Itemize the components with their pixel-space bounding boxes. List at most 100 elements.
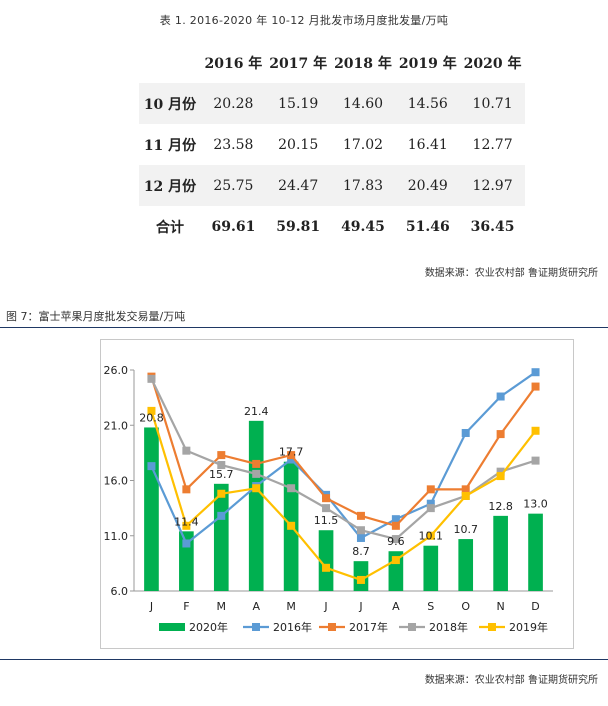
series-marker-2019年	[252, 484, 261, 493]
table-cell: 20.28	[213, 95, 254, 112]
legend-swatch-marker	[328, 623, 336, 631]
table-cell: 69.61	[211, 218, 256, 235]
row-label: 10 月份	[143, 96, 197, 113]
table-cell: 15.19	[278, 95, 319, 112]
legend-label: 2018年	[429, 620, 468, 634]
table-row: 11 月份 23.58 20.15 17.02 16.41 12.77	[139, 124, 525, 165]
table-cell: 36.45	[470, 218, 515, 235]
table-header-2017: 2017 年	[269, 55, 328, 72]
x-tick-label: M	[286, 600, 296, 613]
table-row: 10 月份 20.28 15.19 14.60 14.56 10.71	[139, 83, 525, 124]
table-cell: 12.97	[472, 177, 513, 194]
x-tick-label: N	[497, 600, 505, 613]
series-marker-2018年	[217, 461, 226, 470]
bar-2020	[213, 483, 229, 591]
table-cell: 17.83	[342, 177, 384, 194]
series-line-2016年	[150, 371, 537, 546]
x-tick-label: J	[358, 600, 362, 613]
legend-swatch-marker	[252, 623, 260, 631]
series-marker-2019年	[287, 521, 296, 530]
series-marker-2018年	[322, 504, 331, 513]
table-cell: 24.47	[278, 177, 319, 194]
table-source-note: 数据来源：农业农村部 鲁证期货研究所	[424, 268, 598, 279]
series-marker-2018年	[182, 446, 191, 455]
x-tick-label: D	[531, 600, 539, 613]
series-marker-2016年	[426, 499, 435, 508]
table-caption: 表 1. 2016-2020 年 10-12 月批发市场月度批发量/万吨	[159, 14, 449, 27]
series-marker-2019年	[217, 489, 226, 498]
series-marker-2018年	[531, 456, 540, 465]
series-marker-2018年	[391, 535, 400, 544]
series-marker-2017年	[287, 451, 296, 460]
legend-label: 2016年	[273, 620, 312, 634]
legend-label: 2017年	[349, 620, 388, 634]
series-marker-2017年	[391, 521, 400, 530]
table-cell: 49.45	[341, 218, 385, 235]
x-tick-label: F	[183, 600, 189, 613]
table-cell: 16.41	[407, 136, 448, 153]
legend-label: 2020年	[189, 620, 228, 634]
row-label: 11 月份	[143, 137, 197, 154]
x-tick-label: J	[323, 600, 327, 613]
x-tick-label: J	[149, 600, 153, 613]
monthly-volume-chart: 6.0 11.0 16.0 21.0 26.0 J F M A M J J A S O N D 20.8 11.4 1…	[104, 364, 553, 634]
y-tick-label: 26.0	[104, 364, 129, 377]
bar-data-label: 17.7	[279, 446, 304, 459]
series-marker-2018年	[356, 526, 365, 535]
table-cell: 12.77	[472, 136, 513, 153]
series-marker-2017年	[496, 430, 505, 439]
figure-caption: 图 7：富士苹果月度批发交易量/万吨	[6, 310, 186, 323]
series-marker-2016年	[217, 511, 226, 520]
bar-2020	[458, 539, 474, 591]
series-marker-2016年	[496, 392, 505, 401]
legend-label: 2019年	[509, 620, 548, 634]
legend-swatch-bar	[159, 623, 185, 631]
y-tick-label: 11.0	[104, 530, 129, 543]
series-marker-2016年	[147, 462, 156, 471]
table-total-row: 合计 69.61 59.81 49.45 51.46 36.45	[139, 206, 525, 247]
series-line-2019年	[150, 410, 537, 582]
legend-swatch-marker	[488, 623, 496, 631]
series-marker-2019年	[391, 556, 400, 565]
table-cell: 20.15	[278, 136, 319, 153]
table-cell: 17.02	[342, 136, 384, 153]
bar-2020	[493, 515, 508, 591]
y-tick-label: 21.0	[104, 419, 129, 432]
chart-frame: 6.0 11.0 16.0 21.0 26.0 J F M A M J J A S O N D 20.8 11.4 1…	[100, 339, 574, 649]
x-tick-label: M	[217, 600, 227, 613]
series-marker-2019年	[356, 575, 365, 584]
series-marker-2018年	[426, 504, 435, 513]
bar-data-label: 13.0	[523, 498, 548, 511]
table-row: 12 月份 25.75 24.47 17.83 20.49 12.97	[139, 165, 525, 206]
series-marker-2019年	[531, 426, 540, 435]
figure-source-note: 数据来源：农业农村部 鲁证期货研究所	[424, 675, 598, 686]
table-cell: 23.58	[213, 136, 254, 153]
footer-rule	[0, 659, 608, 660]
bar-2020	[318, 530, 334, 591]
x-tick-label: S	[427, 600, 434, 613]
bar-data-label: 11.4	[174, 515, 199, 528]
series-marker-2016年	[531, 368, 540, 377]
series-marker-2018年	[252, 469, 261, 478]
bar-2020	[248, 420, 264, 591]
series-marker-2019年	[496, 472, 505, 481]
bar-data-label: 21.4	[244, 405, 268, 418]
table-cell: 25.75	[213, 177, 254, 194]
series-marker-2017年	[217, 451, 226, 460]
series-marker-2019年	[182, 521, 191, 530]
series-marker-2017年	[356, 511, 365, 520]
x-tick-label: A	[392, 600, 400, 613]
caption-rule	[0, 327, 608, 328]
row-label-total: 合计	[156, 219, 184, 236]
y-tick-label: 6.0	[111, 585, 129, 598]
series-marker-2016年	[356, 533, 365, 542]
bar-2020	[423, 545, 439, 591]
legend-swatch-marker	[408, 623, 416, 631]
bar-data-label: 8.7	[352, 545, 370, 558]
table-header-2016: 2016 年	[204, 55, 263, 72]
series-marker-2018年	[147, 374, 156, 383]
bar-2020	[528, 513, 543, 591]
x-tick-label: A	[252, 600, 260, 613]
table-cell: 20.49	[407, 177, 448, 194]
bar-data-label: 11.5	[314, 514, 339, 527]
